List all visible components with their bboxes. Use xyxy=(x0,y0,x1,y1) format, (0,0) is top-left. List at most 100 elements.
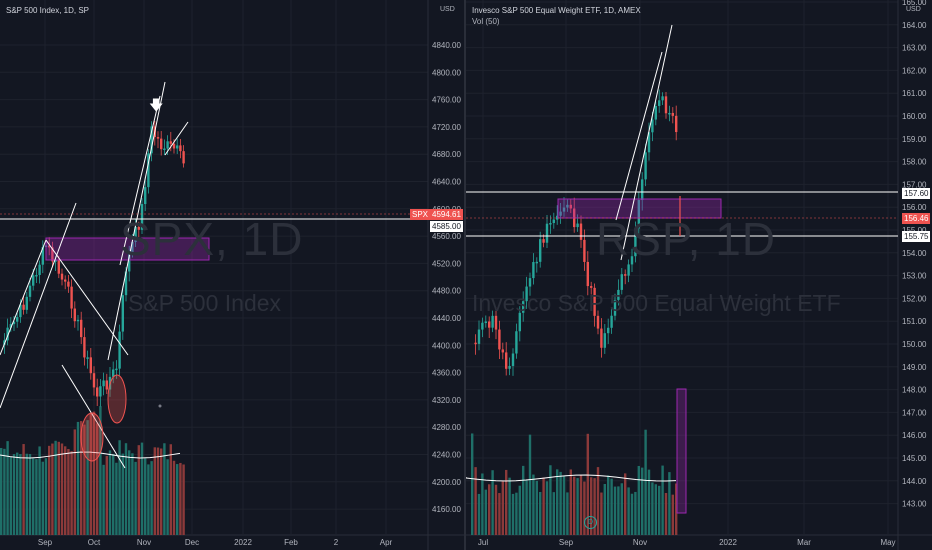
candle-body xyxy=(607,327,610,334)
volume-ma-line xyxy=(466,474,677,482)
volume-bar xyxy=(112,453,115,535)
volume-bar xyxy=(140,442,144,535)
volume-bar xyxy=(525,480,528,535)
rsp-watermark-symbol: RSP, 1D xyxy=(596,213,777,265)
price-axis-label: 161.00 xyxy=(902,89,927,98)
time-axis-label: 2022 xyxy=(234,538,252,547)
spx-currency-label: USD xyxy=(440,6,455,13)
volume-bar xyxy=(51,443,54,535)
price-axis-label: 4800.00 xyxy=(432,68,461,77)
time-axis-label: Sep xyxy=(38,538,53,547)
price-axis-label: 150.00 xyxy=(902,340,927,349)
volume-bar xyxy=(172,460,176,535)
time-axis-label: Feb xyxy=(284,538,298,547)
time-axis-label: Oct xyxy=(88,538,101,547)
candle-body xyxy=(590,286,593,288)
volume-bar xyxy=(634,491,637,535)
candle-body xyxy=(542,239,545,243)
rsp-upper-level-tag: 157.60 xyxy=(902,188,931,199)
volume-bar xyxy=(488,484,491,535)
candle-body xyxy=(86,357,89,359)
volume-bar xyxy=(654,484,657,535)
candle-body xyxy=(654,105,657,120)
candle-body xyxy=(664,96,668,114)
candle-body xyxy=(96,387,99,397)
time-axis-label: Nov xyxy=(137,538,151,547)
volume-bar xyxy=(627,487,630,535)
candle-body xyxy=(481,322,484,330)
volume-bar xyxy=(169,444,172,535)
volume-bar xyxy=(102,464,105,535)
volume-bar xyxy=(86,420,89,535)
volume-bar xyxy=(474,467,477,535)
volume-bar xyxy=(675,483,678,535)
rsp-volume-indicator-label[interactable]: Vol (50) xyxy=(472,17,500,26)
candle-body xyxy=(35,274,38,277)
candle-body xyxy=(121,295,124,332)
price-axis-label: 4520.00 xyxy=(432,259,461,268)
rsp-chart-canvas[interactable]: 165.00 164.00 163.00 162.00 161.00 160.00 159.… xyxy=(466,0,932,550)
price-axis-label: 4160.00 xyxy=(432,505,461,514)
volume-bar xyxy=(664,493,668,535)
candle-body xyxy=(624,274,627,276)
price-axis-label: 154.00 xyxy=(902,249,927,258)
price-axis-label: 4400.00 xyxy=(432,341,461,350)
volume-bar xyxy=(671,494,674,535)
candle-body xyxy=(617,289,620,300)
candle-body xyxy=(566,204,569,208)
volume-bar xyxy=(0,447,3,535)
chart-pane-rsp[interactable]: 165.00 164.00 163.00 162.00 161.00 160.00 159.… xyxy=(466,0,932,550)
time-axis-label: Apr xyxy=(380,538,393,547)
candle-body xyxy=(112,369,115,377)
candle-body xyxy=(637,200,640,229)
candle-body xyxy=(488,321,491,328)
volume-bar xyxy=(613,486,617,535)
candle-body xyxy=(134,226,137,242)
price-axis-label: 4760.00 xyxy=(432,96,461,105)
volume-bar xyxy=(518,485,521,535)
volume-bar xyxy=(620,483,623,535)
spx-chart-canvas[interactable]: 4840.00 4800.00 4760.00 4720.00 4680.00 4640.… xyxy=(0,0,464,550)
volume-bar xyxy=(658,485,661,535)
candle-body xyxy=(515,331,518,354)
time-axis-label: Mar xyxy=(797,538,811,547)
volume-bar xyxy=(579,475,583,535)
volume-bar xyxy=(505,469,508,535)
volume-bar xyxy=(562,476,566,535)
volume-bar xyxy=(44,458,48,535)
candle-body xyxy=(169,141,172,144)
volume-bar xyxy=(118,440,121,535)
volume-bar xyxy=(511,493,515,535)
volume-bar xyxy=(9,456,12,535)
volume-bar xyxy=(545,481,549,535)
candle-body xyxy=(522,301,525,313)
volume-bar xyxy=(535,480,538,535)
candle-body xyxy=(182,151,185,164)
candle-body xyxy=(57,260,60,274)
price-axis-label: 162.00 xyxy=(902,66,927,75)
dividend-event-icon[interactable]: D xyxy=(584,516,597,529)
chart-pane-spx[interactable]: 4840.00 4800.00 4760.00 4720.00 4680.00 4640.… xyxy=(0,0,464,550)
candle-body xyxy=(525,286,528,302)
volume-bar xyxy=(54,440,57,535)
spx-watermark-symbol: SPX, 1D xyxy=(120,213,304,265)
volume-bar xyxy=(121,453,124,535)
candle-body xyxy=(92,373,96,388)
candle-body xyxy=(70,286,73,309)
candle-body xyxy=(67,281,70,287)
price-axis-label: 4560.00 xyxy=(432,232,461,241)
candle-body xyxy=(124,271,128,296)
trendline xyxy=(119,95,161,266)
volume-bar xyxy=(6,441,9,535)
candle-body xyxy=(641,179,644,201)
volume-bar xyxy=(182,464,185,535)
pane-divider[interactable] xyxy=(464,0,466,550)
candle-body xyxy=(64,279,67,282)
candle-body xyxy=(505,352,508,369)
volume-bar xyxy=(539,491,542,535)
volume-bar xyxy=(89,412,92,535)
candle-body xyxy=(99,386,102,397)
time-axis-label: Nov xyxy=(633,538,647,547)
volume-ma-line xyxy=(0,451,181,459)
volume-bar xyxy=(610,478,613,535)
